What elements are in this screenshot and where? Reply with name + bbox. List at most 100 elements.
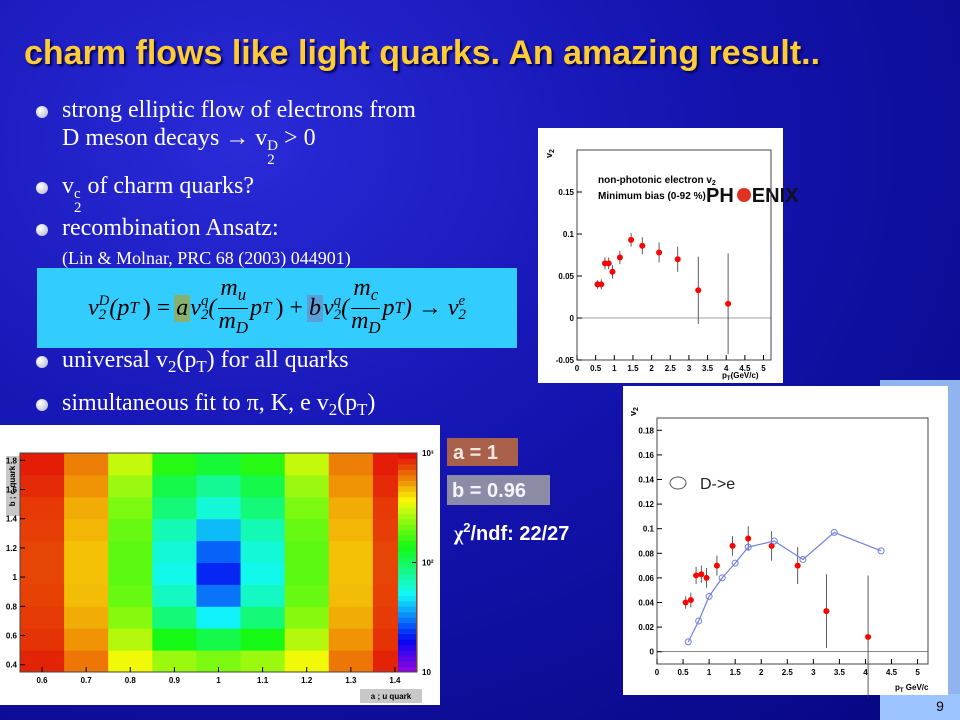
heat-cell — [20, 453, 65, 476]
heat-cell — [196, 453, 242, 476]
heat-cell — [196, 650, 242, 673]
point — [725, 300, 732, 307]
f: q — [333, 292, 342, 309]
y-tick-label: 0.02 — [638, 623, 654, 632]
f: m — [353, 275, 371, 302]
bullet: strong elliptic flow of electrons from D … — [62, 96, 416, 168]
colorbar-step — [398, 584, 416, 591]
colorbar-label: 10³ — [422, 449, 434, 458]
f: v — [447, 294, 459, 321]
heat-cell — [64, 518, 109, 542]
x-tick-label: 4.5 — [886, 668, 898, 677]
heat-cell — [240, 518, 286, 542]
sup: D — [267, 138, 279, 155]
y-tick-label: 0.18 — [638, 426, 654, 435]
f: ) = — [142, 294, 171, 321]
heat-cell — [152, 562, 197, 585]
heat-cell — [196, 584, 242, 607]
sub: T — [196, 357, 207, 377]
heat-cell — [240, 562, 286, 585]
point — [713, 562, 720, 569]
logo-sun — [737, 188, 751, 202]
heat-cell — [108, 518, 153, 542]
f: (p — [109, 294, 130, 321]
heat-cell — [284, 540, 330, 563]
x-tick-label: 3 — [811, 668, 816, 677]
t: T — [727, 376, 731, 382]
y-tick-label: 0.1 — [563, 230, 575, 239]
heat-cell — [152, 540, 197, 563]
y-tick-label: 0 — [570, 314, 575, 323]
bullet-dot — [36, 106, 48, 118]
point — [718, 574, 726, 582]
point — [687, 597, 694, 604]
fit-a: a = 1 — [453, 442, 498, 464]
heat-cell — [64, 650, 109, 673]
point — [770, 537, 778, 545]
x-tick-label: 1 — [216, 676, 221, 685]
colorbar-step — [398, 655, 416, 662]
t: p — [722, 371, 727, 380]
heat-cell — [108, 584, 153, 607]
heat-cell — [328, 606, 374, 629]
heat-cell — [20, 474, 65, 498]
heat-cell — [108, 606, 153, 629]
y-label: b ; c quark — [8, 465, 17, 506]
heat-cell — [284, 562, 330, 585]
t: T — [900, 688, 904, 694]
heat-cell — [328, 628, 374, 651]
label-box — [360, 689, 422, 703]
x-tick-label: 3 — [687, 364, 692, 373]
legend-symbol — [669, 476, 687, 490]
bullet-dot — [36, 399, 48, 411]
point — [731, 559, 739, 567]
heat-cell — [64, 496, 109, 520]
colorbar-step — [398, 562, 416, 569]
colorbar-step — [398, 524, 416, 531]
heat-cell — [64, 562, 109, 585]
heat-cell — [240, 496, 286, 520]
heat-cell — [284, 628, 330, 651]
point — [616, 254, 623, 261]
heat-cell — [152, 496, 197, 520]
x-tick-label: 4.5 — [739, 364, 751, 373]
reference: (Lin & Molnar, PRC 68 (2003) 044901) — [62, 248, 351, 268]
heat-cell — [240, 606, 286, 629]
heat-cell — [108, 650, 153, 673]
y-tick-label: 0.12 — [638, 500, 654, 509]
heat-cell — [152, 584, 197, 607]
heat-cell — [64, 540, 109, 563]
x-tick-label: 1.4 — [389, 676, 401, 685]
y-tick-label: 0.1 — [643, 525, 655, 534]
x-tick-label: 0 — [655, 668, 660, 677]
point — [598, 281, 605, 288]
f: c — [370, 285, 379, 305]
colorbar-step — [398, 611, 416, 618]
colorbar-step — [398, 606, 416, 613]
y-tick-label: 1.6 — [6, 486, 18, 495]
colorbar-step — [398, 474, 416, 481]
bullet: recombination Ansatz: — [62, 214, 279, 242]
bullet-text: (p — [337, 390, 358, 416]
f: 2 — [200, 307, 209, 323]
x-tick-label: 1 — [707, 668, 712, 677]
sub: 2 — [167, 357, 177, 377]
y-tick-label: 0.16 — [638, 451, 654, 460]
t: ENIX — [752, 185, 799, 207]
bullet-dot — [36, 356, 48, 368]
point — [628, 236, 635, 243]
logo: PH ENIX — [706, 185, 799, 207]
x-tick-label: 1.2 — [301, 676, 313, 685]
colorbar-step — [398, 650, 416, 657]
fit-chi2: χ2/ndf: 22/27 — [453, 520, 569, 545]
colorbar-step — [398, 535, 416, 542]
t: v — [544, 153, 554, 158]
slide-title: charm flows like light quarks. An amazin… — [24, 34, 821, 72]
point — [877, 547, 885, 555]
f: T — [129, 298, 139, 317]
colorbar-step — [398, 518, 416, 525]
f: e — [458, 292, 466, 309]
